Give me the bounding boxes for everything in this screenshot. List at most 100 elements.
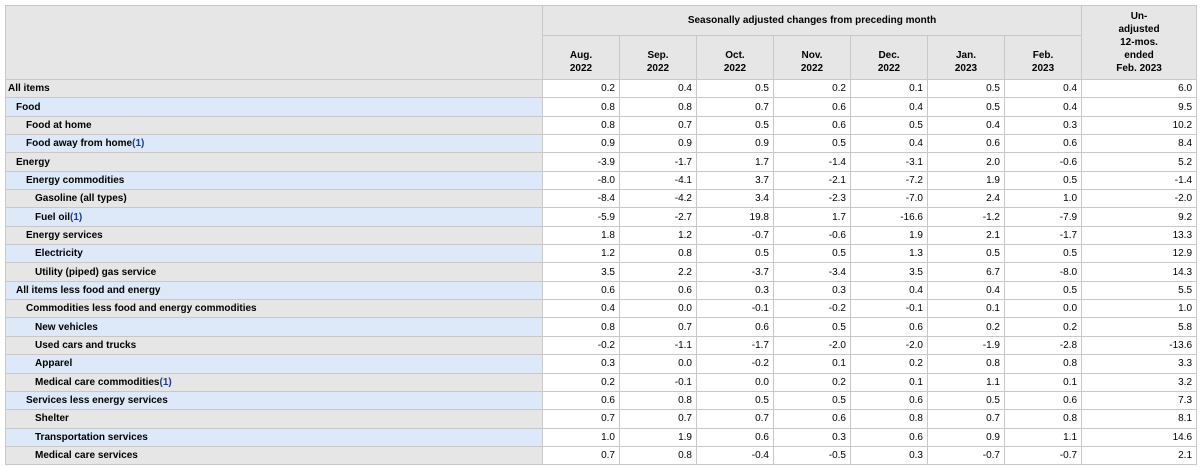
row-label-cell: All items less food and energy [5, 280, 543, 301]
row-label-cell: Commodities less food and energy commodi… [5, 299, 543, 319]
value-cell: 1.9 [619, 427, 697, 447]
row-label: New vehicles [35, 321, 98, 333]
header-month-year: 2023 [954, 63, 978, 74]
value-cell: 0.4 [927, 280, 1005, 301]
value-cell: 0.9 [542, 134, 620, 154]
table-row: Services less energy services 0.6 0.8 0.5 0.… [5, 390, 1198, 411]
row-label: Fuel oil [35, 211, 70, 223]
header-month-year: 2022 [569, 63, 593, 74]
value-cell: 2.4 [927, 189, 1005, 209]
row-label-cell: Food [5, 97, 543, 117]
unadjusted-value-cell: 1.0 [1081, 299, 1198, 319]
table-row: Used cars and trucks -0.2 -1.1 -1.7 -2.0 -2.0… [5, 335, 1198, 356]
value-cell: 0.8 [542, 97, 620, 117]
value-cell: 0.8 [542, 115, 620, 136]
header-unadjusted: Un- adjusted 12-mos. ended Feb. 2023 [1081, 5, 1198, 80]
value-cell: 0.5 [927, 97, 1005, 117]
value-cell: -4.1 [619, 170, 697, 191]
unadjusted-value-cell: 13.3 [1081, 225, 1198, 246]
row-label: Transportation services [35, 431, 148, 443]
value-cell: 0.5 [927, 390, 1005, 411]
value-cell: -0.7 [927, 445, 1005, 466]
value-cell: 3.5 [542, 262, 620, 282]
footnote-link[interactable]: (1) [159, 376, 172, 388]
row-label-cell: Apparel [5, 354, 543, 374]
unadjusted-value-cell: 5.2 [1081, 152, 1198, 172]
value-cell: 1.9 [927, 170, 1005, 191]
value-cell: 0.6 [619, 280, 697, 301]
footnote-link[interactable]: (1) [132, 138, 145, 150]
value-cell: 0.3 [542, 354, 620, 374]
header-month-year: 2023 [1031, 63, 1055, 74]
value-cell: 0.0 [619, 299, 697, 319]
value-cell: 1.8 [542, 225, 620, 246]
value-cell: 3.5 [850, 262, 928, 282]
header-unadjusted-line: 12-mos. [1120, 37, 1158, 48]
value-cell: 0.3 [696, 280, 774, 301]
value-cell: 19.8 [696, 207, 774, 227]
value-cell: -2.1 [773, 170, 851, 191]
value-cell: 0.5 [1003, 170, 1083, 191]
value-cell: -8.0 [1003, 262, 1083, 282]
value-cell: 1.2 [619, 225, 697, 246]
row-label: Food [16, 101, 41, 113]
value-cell: 0.8 [1003, 354, 1083, 374]
row-label: Utility (piped) gas service [35, 266, 157, 278]
row-label: Commodities less food and energy commodi… [26, 303, 257, 315]
row-label: Medical care commodities [35, 376, 160, 388]
unadjusted-value-cell: -2.0 [1081, 189, 1198, 209]
value-cell: 0.6 [850, 427, 928, 447]
row-label-cell: Electricity [5, 244, 543, 264]
header-month-6: Feb. 2023 [1003, 35, 1083, 80]
table-row: Electricity 1.2 0.8 0.5 0.5 1.3 0.5 0.5 12.9 [5, 244, 1198, 264]
unadjusted-value-cell: 3.3 [1081, 354, 1198, 374]
value-cell: -1.7 [619, 152, 697, 172]
cpi-table-container: Seasonally adjusted changes from precedi… [5, 5, 1198, 466]
value-cell: 1.3 [850, 244, 928, 264]
row-label-cell: Fuel oil(1) [5, 207, 543, 227]
header-month-4: Dec. 2022 [850, 35, 928, 80]
row-label: Food away from home [26, 138, 133, 150]
value-cell: -2.8 [1003, 335, 1083, 356]
unadjusted-value-cell: 14.6 [1081, 427, 1198, 447]
table-row: Commodities less food and energy commodi… [5, 299, 1198, 319]
header-month-year: 2022 [646, 63, 670, 74]
value-cell: 1.0 [1003, 189, 1083, 209]
value-cell: -0.1 [850, 299, 928, 319]
header-month-year: 2022 [723, 63, 747, 74]
header-month-label: Aug. [569, 50, 593, 61]
value-cell: 0.6 [773, 409, 851, 429]
value-cell: -3.7 [696, 262, 774, 282]
value-cell: -0.1 [696, 299, 774, 319]
header-unadjusted-line: Un- [1130, 11, 1148, 22]
value-cell: 0.8 [619, 244, 697, 264]
value-cell: 0.5 [696, 390, 774, 411]
value-cell: 0.5 [1003, 280, 1083, 301]
header-month-label: Oct. [725, 50, 745, 61]
value-cell: 0.5 [773, 244, 851, 264]
row-label: Energy services [26, 229, 103, 241]
row-label-cell: Medical care commodities(1) [5, 372, 543, 392]
cpi-changes-table: Seasonally adjusted changes from precedi… [5, 5, 1198, 466]
value-cell: 1.9 [850, 225, 928, 246]
row-label-cell: Energy [5, 152, 543, 172]
row-label-cell: Utility (piped) gas service [5, 262, 543, 282]
value-cell: -0.2 [542, 335, 620, 356]
value-cell: 0.4 [850, 134, 928, 154]
value-cell: -3.4 [773, 262, 851, 282]
table-row: Energy services 1.8 1.2 -0.7 -0.6 1.9 2.1 -1.7 1… [5, 225, 1198, 246]
value-cell: 0.2 [773, 372, 851, 392]
value-cell: -0.5 [773, 445, 851, 466]
footnote-link[interactable]: (1) [70, 211, 83, 223]
value-cell: 2.0 [927, 152, 1005, 172]
value-cell: 0.5 [850, 115, 928, 136]
value-cell: 0.1 [850, 372, 928, 392]
row-label: Apparel [35, 358, 73, 370]
value-cell: -8.4 [542, 189, 620, 209]
value-cell: 2.2 [619, 262, 697, 282]
value-cell: 0.2 [927, 317, 1005, 337]
value-cell: 0.0 [1003, 299, 1083, 319]
value-cell: 0.6 [773, 97, 851, 117]
value-cell: 0.4 [1003, 97, 1083, 117]
unadjusted-value-cell: 9.2 [1081, 207, 1198, 227]
